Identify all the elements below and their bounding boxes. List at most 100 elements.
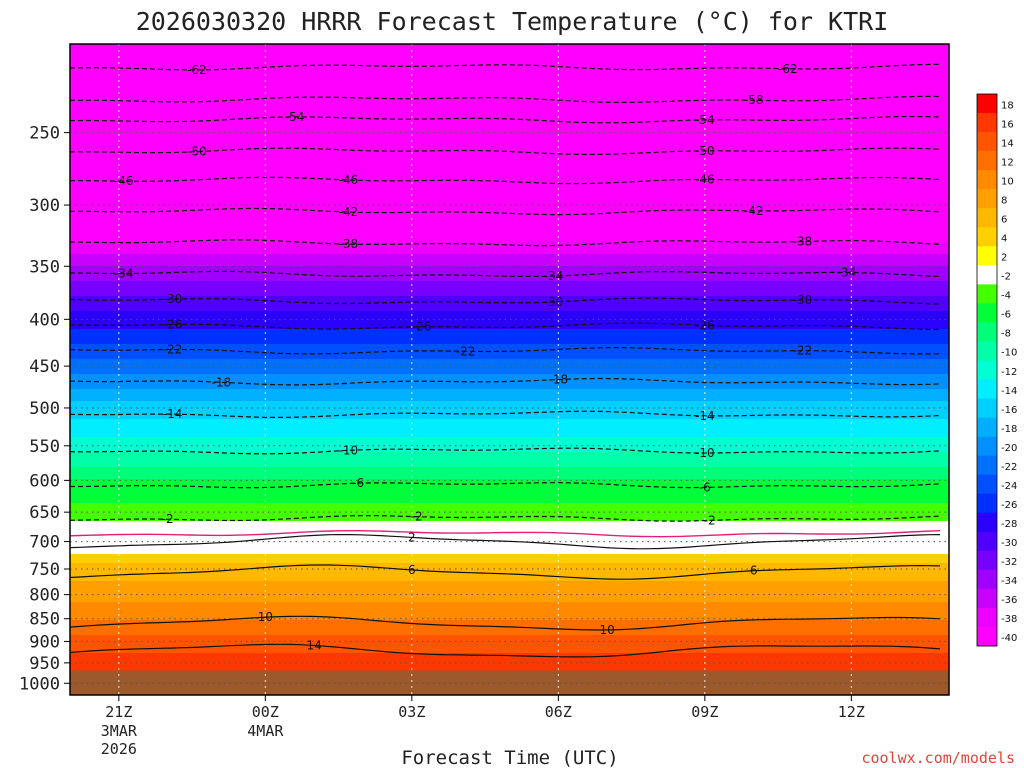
contour-label: -50 [187, 145, 207, 159]
temperature-band [70, 434, 949, 438]
temperature-band [70, 395, 949, 399]
y-tick-label: 500 [29, 399, 60, 419]
contour-label: -30 [544, 295, 564, 309]
temperature-band [70, 413, 949, 417]
temperature-band [70, 44, 949, 48]
isotherm-line [70, 270, 941, 278]
temperature-band [70, 122, 949, 126]
temperature-band [70, 134, 949, 138]
temperature-band [70, 353, 949, 357]
colorbar-label: -26 [1001, 500, 1017, 511]
x-tick-label: 03Z [398, 703, 425, 721]
temperature-band [70, 245, 949, 249]
isotherm-line [70, 176, 941, 185]
temperature-band [70, 599, 949, 603]
temperature-band [70, 497, 949, 501]
temperature-band [70, 386, 949, 390]
temperature-band [70, 284, 949, 288]
temperature-band [70, 485, 949, 489]
temperature-band [70, 431, 949, 435]
colorbar-label: 2 [1001, 253, 1007, 264]
temperature-band [70, 125, 949, 129]
contour-label: -62 [778, 62, 798, 76]
isotherm-line [70, 115, 941, 124]
temperature-band [70, 278, 949, 282]
y-tick-label: 600 [29, 471, 60, 491]
y-tick-label: 650 [29, 503, 60, 523]
temperature-band [70, 47, 949, 51]
contour-label: -18 [212, 375, 232, 389]
temperature-band [70, 89, 949, 93]
temperature-band [70, 83, 949, 87]
temperature-band [70, 344, 949, 348]
colorbar-swatch [977, 113, 997, 133]
y-tick-label: 850 [29, 610, 60, 630]
colorbar-swatch [977, 455, 997, 475]
temperature-band [70, 626, 949, 630]
colorbar-label: -16 [1001, 405, 1017, 416]
temperature-band [70, 110, 949, 114]
temperature-band [70, 95, 949, 99]
temperature-band [70, 506, 949, 510]
temperature-band [70, 290, 949, 294]
temperature-band [70, 473, 949, 477]
temperature-band [70, 68, 949, 72]
temperature-band [70, 266, 949, 270]
contour-label: -42 [339, 205, 359, 219]
y-tick-label: 450 [29, 357, 60, 377]
temperature-band [70, 374, 949, 378]
temperature-band [70, 326, 949, 330]
temperature-band [70, 542, 949, 546]
y-tick-label: 550 [29, 437, 60, 457]
temperature-band [70, 314, 949, 318]
isotherm-line [70, 643, 941, 658]
temperature-band [70, 566, 949, 570]
contour-label: 2 [408, 530, 416, 544]
temperature-band [70, 443, 949, 447]
temperature-band [70, 656, 949, 660]
colorbar-swatch [977, 569, 997, 590]
temperature-band [70, 74, 949, 78]
temperature-band [70, 503, 949, 507]
contour-label: -38 [339, 237, 359, 251]
temperature-band [70, 185, 949, 189]
temperature-band [70, 236, 949, 240]
temperature-band [70, 491, 949, 495]
contour-label: -46 [695, 172, 715, 186]
colorbar-label: -8 [1001, 329, 1011, 340]
temperature-band [70, 482, 949, 486]
temperature-band [70, 557, 949, 561]
colorbar-label: -22 [1001, 462, 1017, 473]
colorbar-swatch [977, 379, 997, 399]
temperature-band [70, 368, 949, 372]
isotherm-line [70, 63, 941, 71]
y-tick-label: 350 [29, 257, 60, 277]
y-tick-label: 400 [29, 310, 60, 330]
colorbar-label: 12 [1001, 157, 1014, 168]
isotherm-line [70, 207, 941, 216]
colorbar-swatch [977, 474, 997, 495]
isotherm-line [70, 347, 941, 355]
temperature-band [70, 149, 949, 153]
contour-label: -30 [163, 292, 183, 306]
temperature-band [70, 230, 949, 234]
temperature-band [70, 470, 949, 474]
temperature-band [70, 584, 949, 588]
temperature-band [70, 131, 949, 135]
contour-label: -26 [412, 320, 432, 334]
y-tick-label: 950 [29, 654, 60, 674]
temperature-band [70, 137, 949, 141]
colorbar-label: -32 [1001, 557, 1017, 568]
temperature-band [70, 446, 949, 450]
colorbar-label: 4 [1001, 234, 1007, 245]
temperature-band [70, 191, 949, 195]
temperature-band [70, 179, 949, 183]
colorbar-swatch [977, 227, 997, 247]
colorbar-swatch [977, 170, 997, 190]
temperature-band [70, 170, 949, 174]
x-tick-label: 09Z [691, 703, 718, 721]
contour-label: -42 [744, 204, 764, 218]
colorbar-label: -10 [1001, 348, 1017, 359]
colorbar-label: -30 [1001, 538, 1017, 549]
contour-label: -22 [793, 344, 813, 358]
